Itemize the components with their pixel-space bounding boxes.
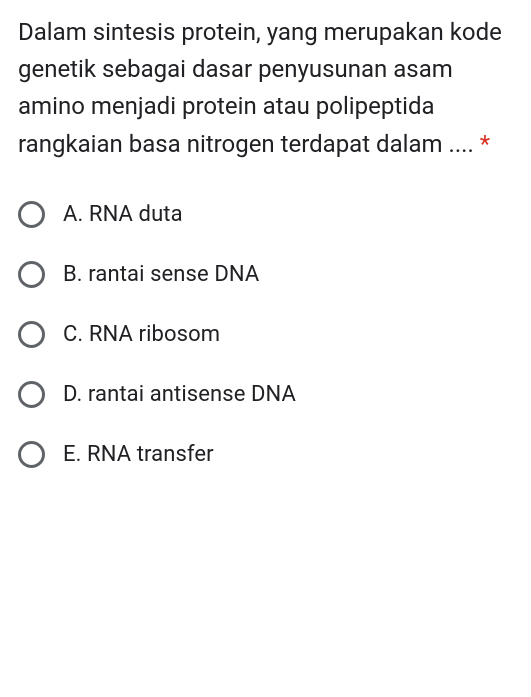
- option-c[interactable]: C. RNA ribosom: [18, 321, 513, 348]
- radio-icon: [18, 201, 45, 228]
- required-asterisk: *: [480, 130, 490, 158]
- option-e[interactable]: E. RNA transfer: [18, 441, 513, 468]
- radio-icon: [18, 381, 45, 408]
- option-label: A. RNA duta: [63, 202, 183, 227]
- radio-icon: [18, 321, 45, 348]
- radio-icon: [18, 261, 45, 288]
- option-b[interactable]: B. rantai sense DNA: [18, 261, 513, 288]
- question-text: Dalam sintesis protein, yang merupakan k…: [18, 14, 513, 163]
- option-label: D. rantai antisense DNA: [63, 382, 296, 407]
- options-group: A. RNA duta B. rantai sense DNA C. RNA r…: [18, 201, 513, 468]
- radio-icon: [18, 441, 45, 468]
- option-label: C. RNA ribosom: [63, 322, 220, 347]
- question-body: Dalam sintesis protein, yang merupakan k…: [18, 18, 502, 158]
- option-a[interactable]: A. RNA duta: [18, 201, 513, 228]
- option-d[interactable]: D. rantai antisense DNA: [18, 381, 513, 408]
- option-label: B. rantai sense DNA: [63, 262, 259, 287]
- option-label: E. RNA transfer: [63, 442, 214, 467]
